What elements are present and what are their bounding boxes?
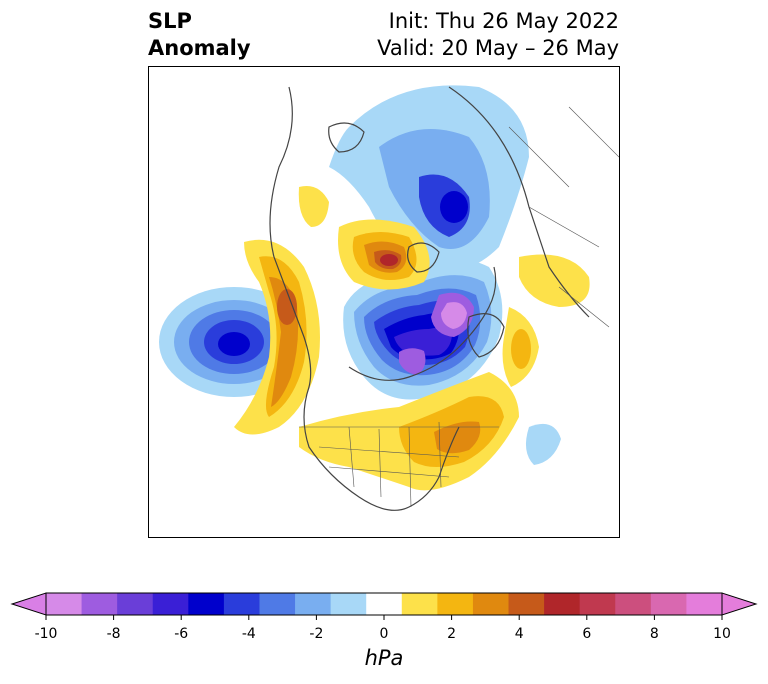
western-high-anomaly bbox=[234, 239, 320, 435]
init-date: Init: Thu 26 May 2022 bbox=[388, 9, 619, 33]
colorbar-segment bbox=[650, 593, 687, 615]
colorbar-tick-label: 0 bbox=[379, 626, 389, 642]
colorbar-tick-label: -10 bbox=[34, 626, 58, 642]
colorbar-tick-label: -6 bbox=[174, 626, 189, 642]
title-variable: SLP bbox=[148, 9, 192, 33]
coastlines bbox=[269, 86, 590, 511]
colorbar-segment bbox=[188, 593, 225, 615]
colorbar-segment bbox=[259, 593, 296, 615]
colorbar-segment bbox=[437, 593, 474, 615]
title-left: SLP Anomaly bbox=[148, 8, 251, 62]
colorbar-tick-label: -2 bbox=[309, 626, 324, 642]
colorbar-segment bbox=[472, 593, 510, 615]
colorbar-segment bbox=[152, 593, 189, 615]
colorbar-extend-under bbox=[10, 592, 47, 616]
title-field: Anomaly bbox=[148, 36, 251, 60]
colorbar-segment bbox=[117, 593, 154, 615]
colorbar-segment bbox=[615, 593, 652, 615]
colorbar-segment bbox=[330, 593, 367, 615]
colorbar-tick-label: -4 bbox=[241, 626, 256, 642]
title-right: Init: Thu 26 May 2022 Valid: 20 May – 26… bbox=[377, 8, 619, 62]
colorbar-segment bbox=[686, 593, 723, 615]
colorbar-segment bbox=[544, 593, 581, 615]
colorbar-segment bbox=[508, 593, 545, 615]
colorbar-tick-label: 4 bbox=[514, 626, 524, 642]
arctic-high-anomaly bbox=[298, 186, 430, 290]
colorbar-tick-label: 10 bbox=[713, 626, 731, 642]
colorbar-bar bbox=[10, 592, 758, 620]
colorbar-segment bbox=[366, 593, 403, 615]
colorbar-segment bbox=[81, 593, 118, 615]
anomaly-map bbox=[159, 85, 619, 511]
colorbar-segment bbox=[46, 593, 83, 615]
valid-range: Valid: 20 May – 26 May bbox=[377, 36, 619, 60]
political-borders bbox=[299, 106, 619, 508]
colorbar-tick-label: 2 bbox=[447, 626, 457, 642]
eastern-high-anomaly bbox=[299, 254, 590, 491]
colorbar bbox=[0, 585, 768, 675]
colorbar-tick-label: 8 bbox=[649, 626, 659, 642]
atlantic-low-anomaly bbox=[525, 423, 561, 465]
colorbar-unit-label: hPa bbox=[364, 646, 404, 670]
colorbar-tick-label: -8 bbox=[106, 626, 121, 642]
colorbar-segment bbox=[401, 593, 438, 615]
colorbar-segment bbox=[295, 593, 332, 615]
colorbar-segment bbox=[223, 593, 260, 615]
colorbar-tick-label: 6 bbox=[582, 626, 592, 642]
map-panel bbox=[148, 66, 620, 538]
colorbar-segment bbox=[579, 593, 616, 615]
colorbar-extend-over bbox=[721, 592, 758, 616]
